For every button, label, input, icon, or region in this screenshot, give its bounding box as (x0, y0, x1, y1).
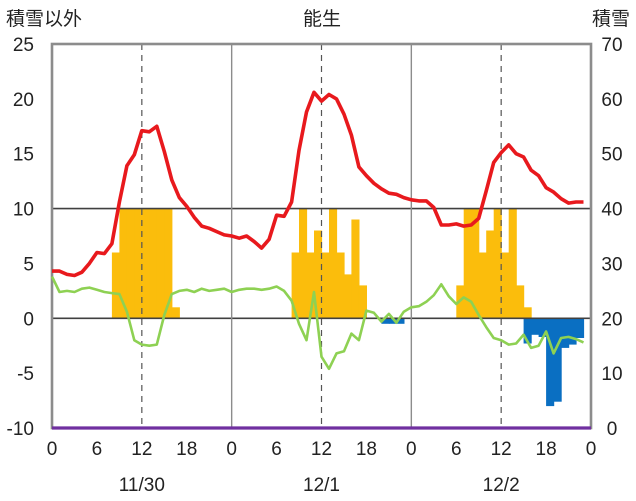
bar-0-6 (156, 208, 165, 319)
x-tick-12: 0 (586, 439, 597, 460)
bar-0-26 (508, 208, 517, 319)
bar-0-11 (306, 252, 315, 319)
date-label-1: 12/1 (303, 475, 340, 496)
y-left-tick-6: -5 (17, 364, 34, 385)
bar-0-28 (523, 307, 532, 319)
y-right-tick-7: 0 (607, 419, 618, 440)
bar-1-1 (388, 318, 397, 324)
x-tick-9: 6 (451, 439, 462, 460)
y-left-tick-7: -10 (7, 419, 34, 440)
y-right-tick-5: 20 (601, 309, 622, 330)
bar-0-0 (111, 252, 120, 319)
x-tick-3: 18 (176, 439, 197, 460)
y-left-tick-3: 10 (13, 200, 34, 221)
bar-0-4 (141, 208, 150, 319)
x-tick-10: 12 (491, 439, 512, 460)
date-label-0: 11/30 (119, 475, 165, 496)
x-tick-8: 0 (406, 439, 417, 460)
bar-0-13 (321, 252, 330, 319)
x-tick-6: 12 (311, 439, 332, 460)
line-series-1 (50, 276, 585, 371)
bar-0-27 (516, 285, 525, 319)
date-label-2: 12/2 (483, 475, 520, 496)
bar-0-3 (134, 208, 143, 319)
bar-0-25 (501, 252, 510, 319)
x-tick-11: 18 (536, 439, 557, 460)
x-tick-7: 18 (356, 439, 377, 460)
y-right-tick-6: 10 (601, 364, 622, 385)
y-right-tick-3: 40 (601, 200, 622, 221)
bar-1-2 (396, 318, 405, 324)
bar-0-22 (478, 252, 487, 319)
y-left-tick-5: 0 (23, 309, 34, 330)
bar-0-14 (329, 208, 338, 319)
bar-1-4 (531, 318, 540, 335)
bar-1-7 (553, 318, 562, 402)
bar-0-23 (486, 230, 495, 319)
bar-0-1 (119, 208, 128, 319)
y-left-axis-title: 積雪以外 (6, 8, 82, 30)
x-tick-0: 0 (47, 439, 58, 460)
bar-0-17 (351, 219, 360, 319)
bar-1-9 (568, 318, 577, 345)
bar-0-9 (291, 252, 300, 319)
y-left-tick-4: 5 (23, 254, 34, 275)
bar-series-0 (111, 208, 532, 319)
bar-1-5 (538, 318, 547, 337)
line-series-0 (52, 90, 584, 278)
x-tick-2: 12 (131, 439, 152, 460)
y-left-tick-2: 15 (13, 145, 34, 166)
bar-0-2 (126, 208, 135, 319)
bar-0-24 (493, 208, 502, 319)
y-right-tick-4: 30 (601, 254, 622, 275)
chart-title: 能生 (303, 8, 341, 30)
x-tick-4: 0 (226, 439, 237, 460)
bar-0-21 (471, 208, 480, 319)
y-right-axis-title: 積雪 (592, 8, 630, 30)
y-right-tick-1: 60 (601, 90, 622, 111)
bar-1-8 (561, 318, 570, 348)
y-right-tick-0: 70 (601, 35, 622, 56)
bar-series-1 (381, 318, 585, 407)
bar-0-5 (149, 208, 158, 319)
y-left-tick-0: 25 (13, 35, 34, 56)
bar-1-3 (523, 318, 532, 344)
bar-0-18 (358, 285, 367, 319)
bar-0-20 (463, 208, 472, 319)
bar-0-7 (164, 208, 173, 319)
bar-0-12 (314, 230, 323, 319)
y-left-tick-1: 20 (13, 90, 34, 111)
x-tick-1: 6 (92, 439, 103, 460)
bar-1-10 (576, 318, 585, 338)
bar-1-0 (381, 318, 390, 324)
bar-0-16 (344, 274, 353, 319)
bar-1-6 (546, 318, 555, 407)
x-tick-5: 6 (271, 439, 282, 460)
bar-0-8 (171, 307, 180, 319)
bar-0-10 (299, 208, 308, 319)
y-right-tick-2: 50 (601, 145, 622, 166)
bar-0-15 (336, 252, 345, 319)
